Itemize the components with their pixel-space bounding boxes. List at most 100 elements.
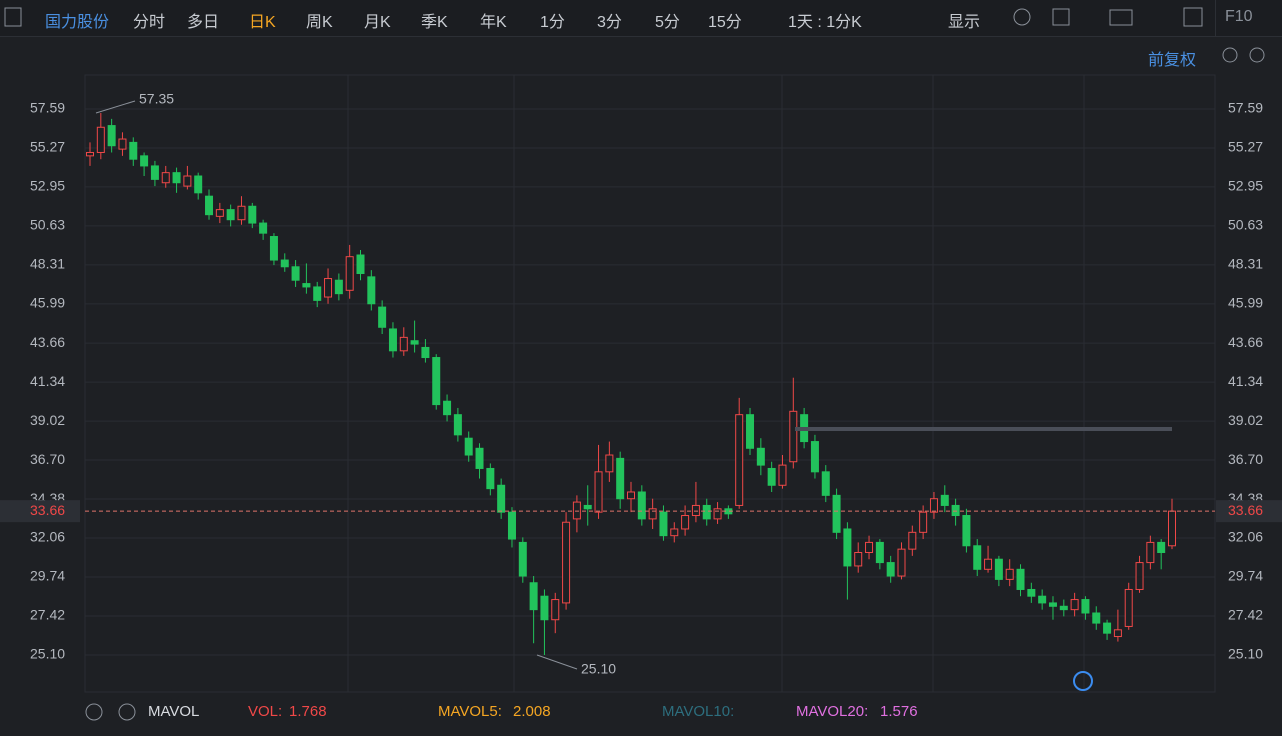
candle-body <box>410 340 419 345</box>
y-tick-label: 43.66 <box>30 334 65 350</box>
candle-body <box>118 138 127 150</box>
candle-body <box>291 266 300 281</box>
candle-body <box>865 541 874 553</box>
candle-body <box>789 410 798 463</box>
candle-body <box>681 515 690 530</box>
candle-body <box>897 548 906 577</box>
candle-body <box>583 504 592 510</box>
candle-body <box>821 471 830 496</box>
candle-body <box>951 504 960 517</box>
candle-body <box>280 259 289 268</box>
candle-body <box>486 467 495 490</box>
candle-body <box>1059 605 1068 611</box>
sidebar-icon[interactable] <box>4 7 22 27</box>
mavol5-label: MAVOL5: <box>438 703 502 720</box>
period[interactable]: 1分 <box>540 14 565 31</box>
y-tick-label: 57.59 <box>30 100 65 116</box>
close-icon[interactable] <box>118 703 136 721</box>
period-active[interactable]: 日K <box>249 14 276 31</box>
candle-body <box>1157 541 1166 553</box>
candle-body <box>1168 510 1176 547</box>
y-tick-label: 36.70 <box>30 451 65 467</box>
adjust[interactable]: 前复权 <box>1148 52 1197 69</box>
candle-body <box>691 504 700 517</box>
candle-body <box>129 141 138 160</box>
mavol20-label: MAVOL20: <box>796 703 869 720</box>
candle-body <box>994 558 1003 580</box>
candle-body <box>313 286 322 301</box>
candle-body <box>594 471 603 513</box>
period[interactable]: 5分 <box>655 14 680 31</box>
candle-body <box>843 528 852 567</box>
period[interactable]: 月K <box>364 14 391 31</box>
candle-body <box>735 414 744 506</box>
candle-body <box>637 491 646 520</box>
draw-rect-icon[interactable] <box>1052 8 1070 26</box>
y-tick-label-right: 48.31 <box>1228 256 1263 272</box>
y-tick-label-right: 52.95 <box>1228 178 1263 194</box>
candle-body <box>1016 568 1025 590</box>
candle-body <box>205 195 214 216</box>
candle-body <box>497 484 506 513</box>
candle-body <box>562 521 571 604</box>
candle-body <box>886 562 895 577</box>
candle-body <box>1027 588 1036 597</box>
candle-body <box>908 531 917 550</box>
candle-body <box>226 209 235 221</box>
camera-icon[interactable] <box>1109 9 1133 26</box>
candle-body <box>1124 588 1133 627</box>
range-select[interactable]: 1天 : 1分K <box>788 14 862 31</box>
candle-body <box>756 447 765 466</box>
candle-body <box>172 172 181 184</box>
candle-body <box>86 151 94 157</box>
y-tick-label-right: 43.66 <box>1228 334 1263 350</box>
candle-body <box>1146 541 1155 564</box>
period[interactable]: 3分 <box>597 14 622 31</box>
display-menu[interactable]: 显示 <box>948 14 981 31</box>
candle-body <box>1113 629 1122 638</box>
annotation: 25.10 <box>581 661 616 677</box>
y-tick-label-right: 50.63 <box>1228 217 1263 233</box>
y-tick-label: 27.42 <box>30 607 65 623</box>
indicator-name[interactable]: MAVOL <box>148 703 200 720</box>
annotation-leader <box>95 100 136 114</box>
f10[interactable]: F10 <box>1225 8 1253 25</box>
candle-body <box>140 155 149 167</box>
y-tick-label-right: 36.70 <box>1228 451 1263 467</box>
candle-body <box>702 504 711 520</box>
settings-icon[interactable] <box>85 703 103 721</box>
fullscreen-icon[interactable] <box>1183 7 1203 27</box>
reset-icon[interactable] <box>1222 47 1238 63</box>
candle-body <box>778 464 787 486</box>
candle-body <box>1005 568 1014 580</box>
period[interactable]: 分时 <box>133 14 166 31</box>
period[interactable]: 周K <box>306 14 333 31</box>
candle-body <box>421 346 430 359</box>
last-price-label: 33.66 <box>1228 502 1263 518</box>
period[interactable]: 年K <box>480 14 507 31</box>
candle-body <box>259 222 268 234</box>
period[interactable]: 15分 <box>708 14 742 31</box>
last-price-box <box>1216 500 1282 523</box>
gear-icon[interactable] <box>1013 8 1031 26</box>
stock-name[interactable]: 国力股份 <box>45 14 110 31</box>
y-tick-label: 48.31 <box>30 256 65 272</box>
candle-body <box>1135 562 1144 590</box>
toolbar-bg <box>0 0 1282 36</box>
candle-body <box>1081 599 1090 614</box>
marker-icon[interactable] <box>1073 671 1093 691</box>
candle-body <box>810 441 819 473</box>
candle-body <box>334 279 343 295</box>
period[interactable]: 多日 <box>187 14 220 31</box>
last-price-box <box>0 500 80 523</box>
candle-body <box>96 126 105 153</box>
period[interactable]: 季K <box>421 14 448 31</box>
candle-body <box>453 414 462 436</box>
zoom-out-icon[interactable] <box>1249 47 1265 63</box>
y-tick-label: 25.10 <box>30 646 65 662</box>
candle-body <box>464 437 473 456</box>
candle-body <box>1048 602 1057 607</box>
candle-body <box>832 494 841 533</box>
